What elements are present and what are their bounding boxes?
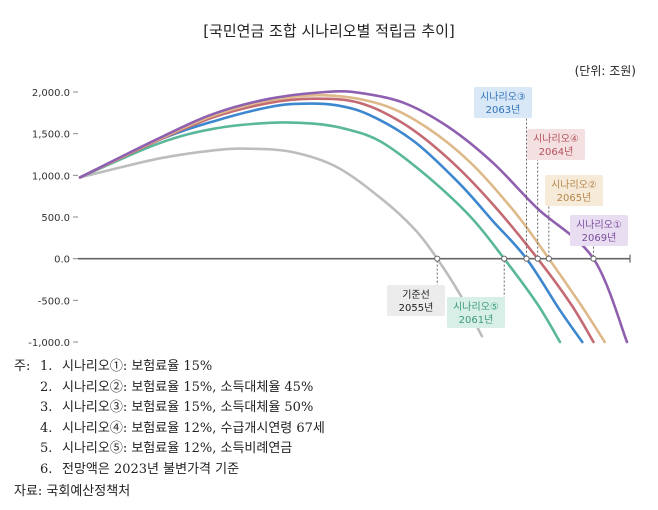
note-item-6: 6. 전망액은 2023년 불변가격 기준 bbox=[14, 460, 325, 481]
callout-label-baseline: 2055년 bbox=[399, 302, 434, 314]
series-lines bbox=[78, 90, 629, 344]
note-item-3: 3. 시나리오③: 보험료율 15%, 소득대체율 50% bbox=[14, 398, 325, 419]
notes: 주: 1. 시나리오①: 보험료율 15% 2. 시나리오②: 보험료율 15%, 소… bbox=[14, 357, 325, 503]
note-text: 시나리오④: 보험료율 12%, 수급개시연령 67세 bbox=[62, 420, 325, 436]
note-item-4: 4. 시나리오④: 보험료율 12%, 수급개시연령 67세 bbox=[14, 419, 325, 440]
note-num: 5. bbox=[40, 441, 53, 456]
note-num: 4. bbox=[40, 420, 53, 436]
callout-box-scenario3 bbox=[474, 87, 532, 118]
callout-label-baseline: 기준선 bbox=[402, 289, 430, 301]
callout-label-scenario2: 시나리오② bbox=[551, 179, 597, 191]
y-tick-label: 1,000.0 bbox=[32, 171, 70, 182]
callout-box-scenario4 bbox=[527, 129, 585, 160]
callout-label-scenario2: 2065년 bbox=[557, 192, 592, 204]
zero-crossing-marker-scenario2 bbox=[545, 255, 552, 262]
note-item-5: 5. 시나리오⑤: 보험료율 12%, 소득비례연금 bbox=[14, 439, 325, 460]
note-text: 시나리오②: 보험료율 15%, 소득대체율 45% bbox=[62, 379, 314, 395]
zero-crossing-marker-scenario5 bbox=[501, 255, 508, 262]
callout-label-scenario3: 시나리오③ bbox=[480, 91, 526, 103]
callout-box-scenario2 bbox=[545, 175, 603, 206]
y-axis: 2,000.0 1,500.0 1,000.0 500.0 0.0 -500.0 -1,00… bbox=[28, 88, 78, 349]
callout-label-scenario4: 2064년 bbox=[539, 146, 574, 158]
y-tick-label: 2,000.0 bbox=[32, 88, 70, 99]
series-line-baseline bbox=[78, 147, 484, 338]
y-tick-label: 0.0 bbox=[54, 255, 70, 266]
callout-label-scenario5: 2061년 bbox=[459, 314, 494, 326]
source-credit: 자료: 국회예산정책처 bbox=[14, 484, 131, 499]
series-line-scenario4 bbox=[78, 97, 595, 344]
y-tick-label: 1,500.0 bbox=[32, 130, 70, 141]
zero-crossing-marker-scenario1 bbox=[590, 255, 597, 262]
callout-box-scenario1 bbox=[570, 215, 628, 246]
note-text: 시나리오⑤: 보험료율 12%, 소득비례연금 bbox=[62, 441, 293, 456]
callout-label-scenario5: 시나리오⑤ bbox=[453, 301, 499, 313]
y-tick-label: -500.0 bbox=[38, 296, 70, 307]
callout-box-baseline bbox=[387, 285, 445, 316]
note-num: 2. bbox=[40, 379, 53, 395]
note-item-2: 2. 시나리오②: 보험료율 15%, 소득대체율 45% bbox=[14, 378, 325, 399]
y-tick-label: 500.0 bbox=[41, 213, 70, 224]
note-item-1: 주: 1. 시나리오①: 보험료율 15% bbox=[14, 357, 325, 378]
series-line-scenario2 bbox=[78, 93, 606, 344]
zero-crossing-marker-baseline bbox=[434, 255, 441, 262]
note-text: 전망액은 2023년 불변가격 기준 bbox=[62, 461, 240, 477]
notes-prefix: 주: bbox=[14, 359, 31, 374]
note-text: 시나리오①: 보험료율 15% bbox=[62, 359, 213, 374]
callout-label-scenario1: 시나리오① bbox=[576, 219, 622, 231]
note-text: 시나리오③: 보험료율 15%, 소득대체율 50% bbox=[62, 400, 314, 415]
callout-label-scenario3: 2063년 bbox=[486, 104, 521, 116]
line-chart: 2,000.0 1,500.0 1,000.0 500.0 0.0 -500.0 -1,00… bbox=[28, 87, 631, 349]
series-line-scenario1 bbox=[78, 90, 629, 344]
callout-label-scenario4: 시나리오④ bbox=[533, 133, 579, 145]
zero-crossing-marker-scenario4 bbox=[534, 255, 541, 262]
note-num: 1. bbox=[40, 359, 53, 374]
unit-label: (단위: 조원) bbox=[574, 64, 636, 78]
zero-crossing-marker-scenario3 bbox=[523, 255, 530, 262]
note-num: 6. bbox=[40, 461, 53, 477]
chart-title: [국민연금 조합 시나리오별 적립금 추이] bbox=[203, 22, 455, 40]
note-num: 3. bbox=[40, 400, 53, 415]
y-tick-label: -1,000.0 bbox=[28, 338, 70, 349]
callout-box-scenario5 bbox=[447, 297, 505, 328]
callout-label-scenario1: 2069년 bbox=[582, 232, 617, 244]
